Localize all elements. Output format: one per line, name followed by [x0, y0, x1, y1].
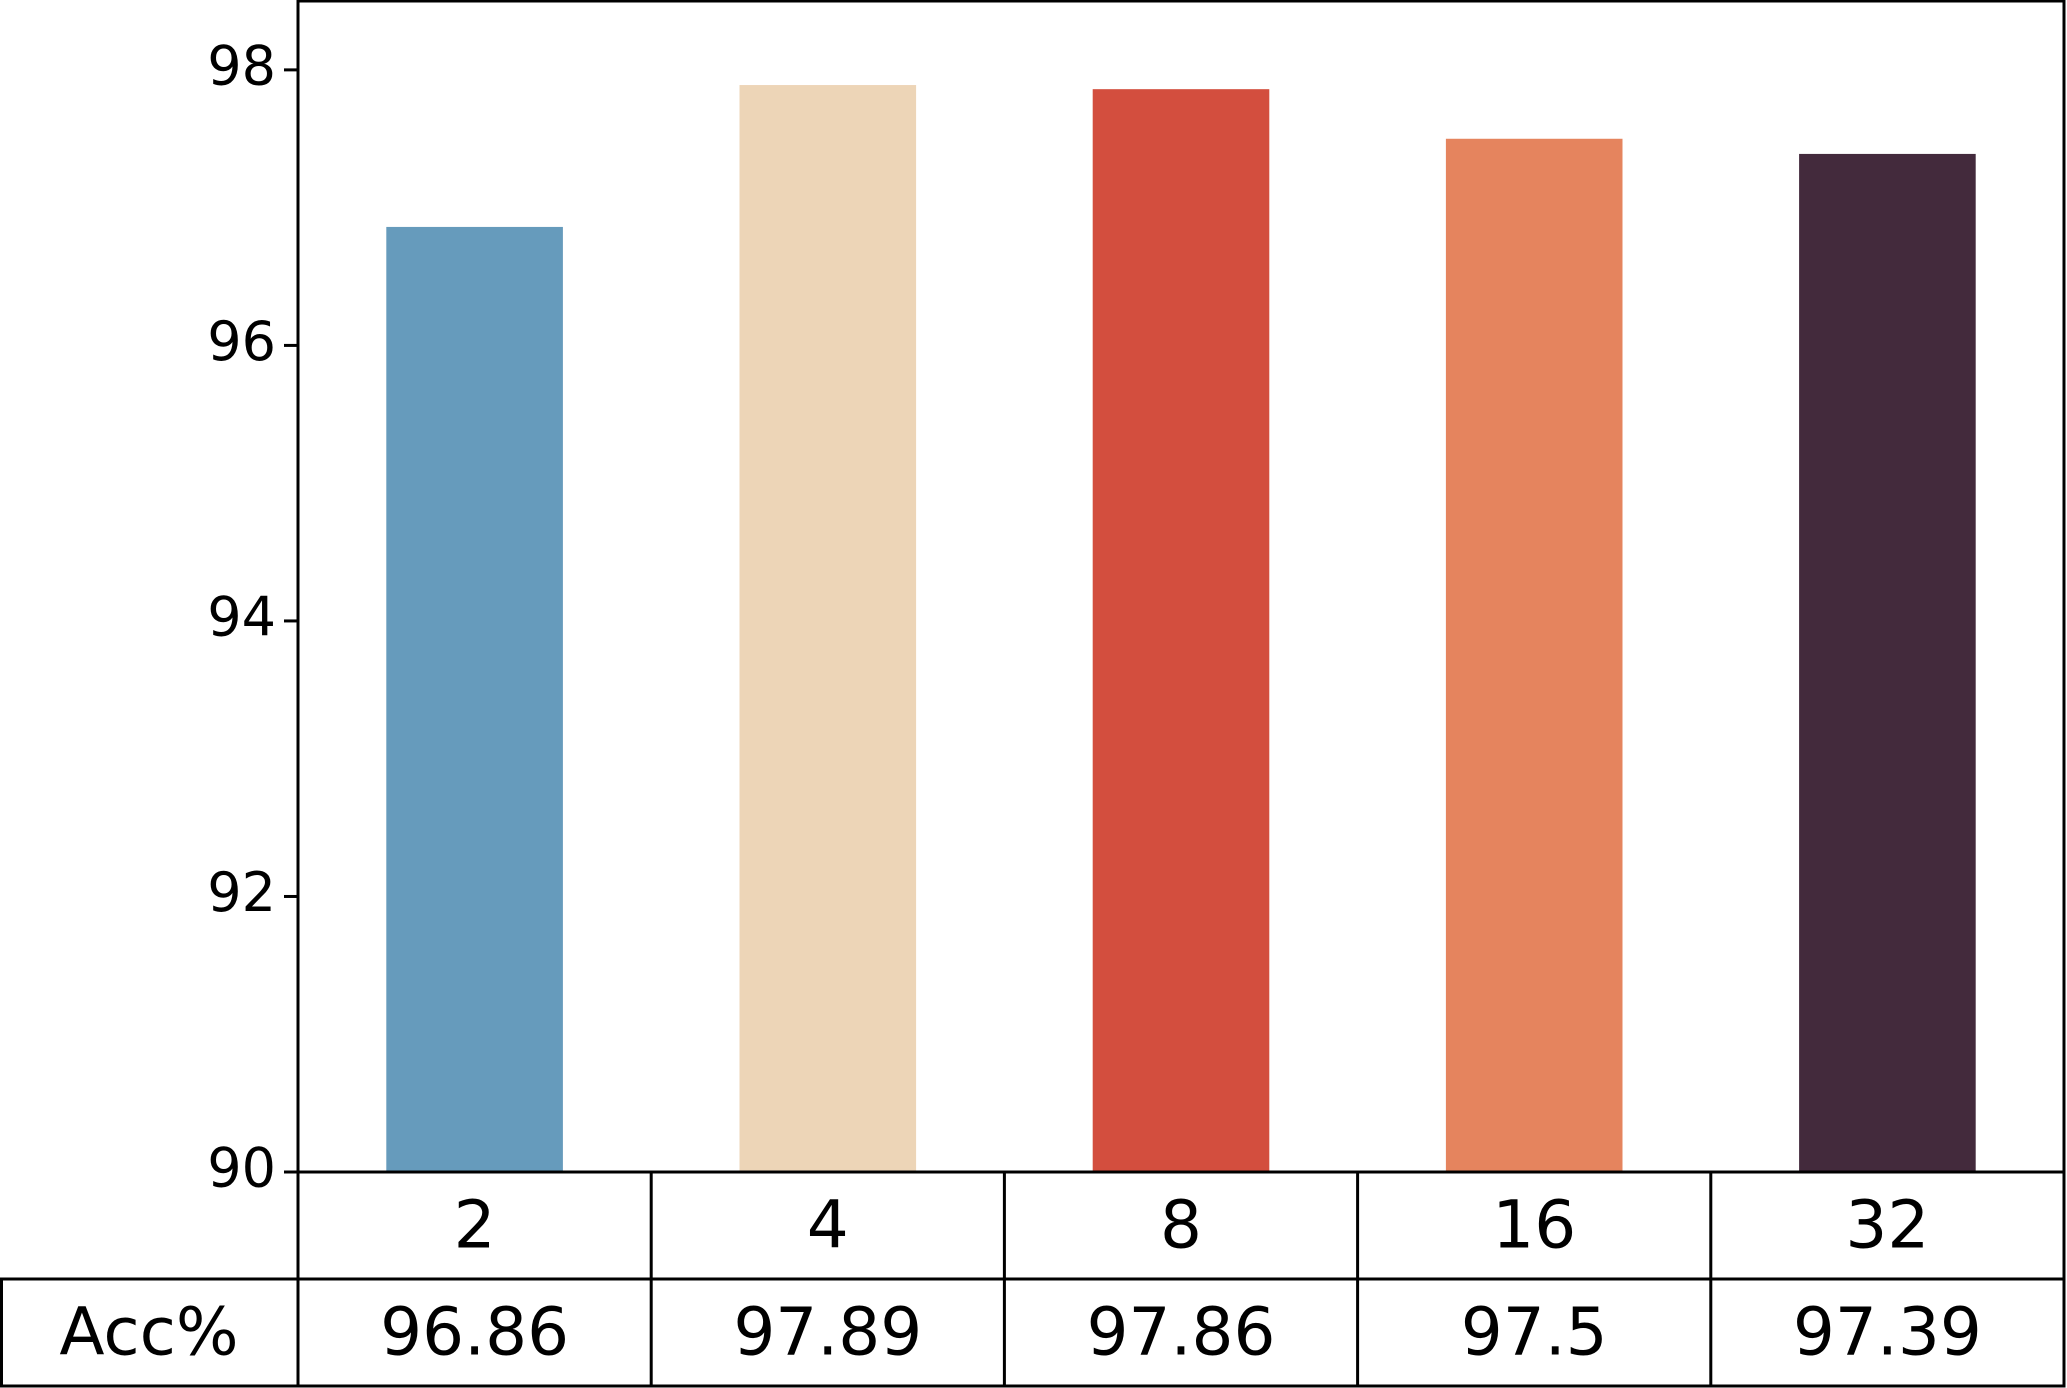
- table-value: 97.39: [1793, 1294, 1982, 1371]
- x-tick-label: 16: [1492, 1187, 1576, 1264]
- y-tick-label: 94: [207, 586, 276, 649]
- y-tick-label: 98: [207, 35, 276, 98]
- value-row: [0, 1277, 2066, 1388]
- y-tick-label: 92: [207, 861, 276, 924]
- table-value: 96.86: [380, 1294, 569, 1371]
- bar: [1799, 153, 1976, 1172]
- table-value: 97.5: [1461, 1294, 1608, 1371]
- bar: [386, 226, 563, 1173]
- bar: [1445, 138, 1623, 1173]
- bar: [739, 85, 917, 1172]
- table-value: 97.89: [733, 1294, 922, 1371]
- x-tick-label: 4: [807, 1187, 849, 1264]
- table-value: 97.86: [1087, 1294, 1276, 1371]
- x-tick-label: 32: [1845, 1187, 1929, 1264]
- bar: [1092, 89, 1270, 1172]
- y-tick-label: 96: [207, 310, 276, 373]
- x-tick-label: 8: [1160, 1187, 1202, 1264]
- x-tick-label: 2: [454, 1187, 496, 1264]
- y-tick-label: 90: [207, 1137, 276, 1200]
- table-row-label: Acc%: [59, 1294, 238, 1371]
